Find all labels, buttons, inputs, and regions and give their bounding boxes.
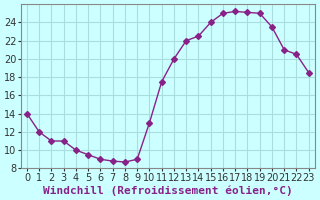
X-axis label: Windchill (Refroidissement éolien,°C): Windchill (Refroidissement éolien,°C)	[43, 185, 293, 196]
